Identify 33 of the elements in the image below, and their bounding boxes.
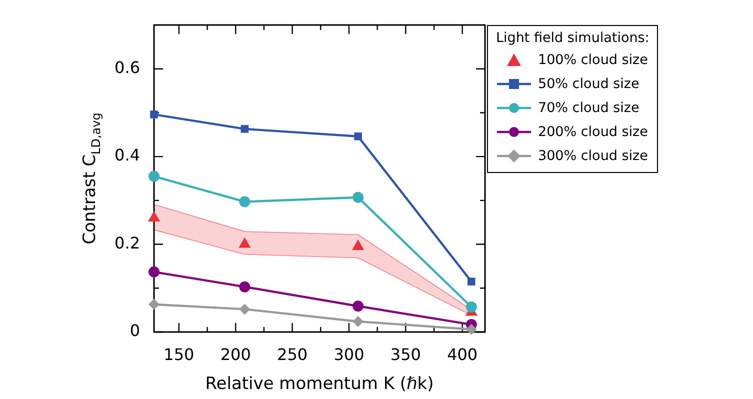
x-axis-title: Relative momentum K (ℏk) — [205, 374, 434, 394]
x-tick-label: 200 — [220, 344, 251, 364]
legend-label: 100% cloud size — [538, 52, 648, 68]
point — [466, 324, 477, 335]
point — [352, 300, 364, 312]
y-tick-label: 0.6 — [114, 58, 140, 78]
point — [352, 316, 364, 327]
point — [468, 278, 476, 286]
point — [240, 125, 249, 133]
point — [354, 132, 362, 140]
point — [148, 298, 160, 310]
x-tick-label: 300 — [334, 344, 364, 364]
x-tick-label: 350 — [390, 344, 421, 364]
legend-label: 50% cloud size — [538, 76, 640, 92]
x-tick-label: 400 — [447, 344, 478, 364]
x-tick-label: 250 — [277, 344, 308, 364]
point — [466, 302, 477, 312]
point — [352, 192, 364, 203]
point — [239, 281, 250, 292]
legend-label: 200% cloud size — [538, 124, 648, 140]
y-tick-label: 0 — [130, 321, 140, 340]
point — [148, 266, 160, 278]
point — [239, 304, 250, 315]
y-axis-title: Contrast CLD,avg — [80, 112, 103, 244]
y-tick-label: 0.2 — [114, 233, 140, 252]
point — [148, 170, 160, 182]
legend-label: 70% cloud size — [538, 100, 640, 116]
point — [150, 110, 158, 118]
x-tick-label: 150 — [164, 344, 194, 364]
legend-title: Light field simulations: — [496, 30, 650, 46]
legend-label: 300% cloud size — [538, 148, 648, 164]
point — [239, 196, 250, 208]
y-tick-label: 0.4 — [114, 146, 140, 165]
